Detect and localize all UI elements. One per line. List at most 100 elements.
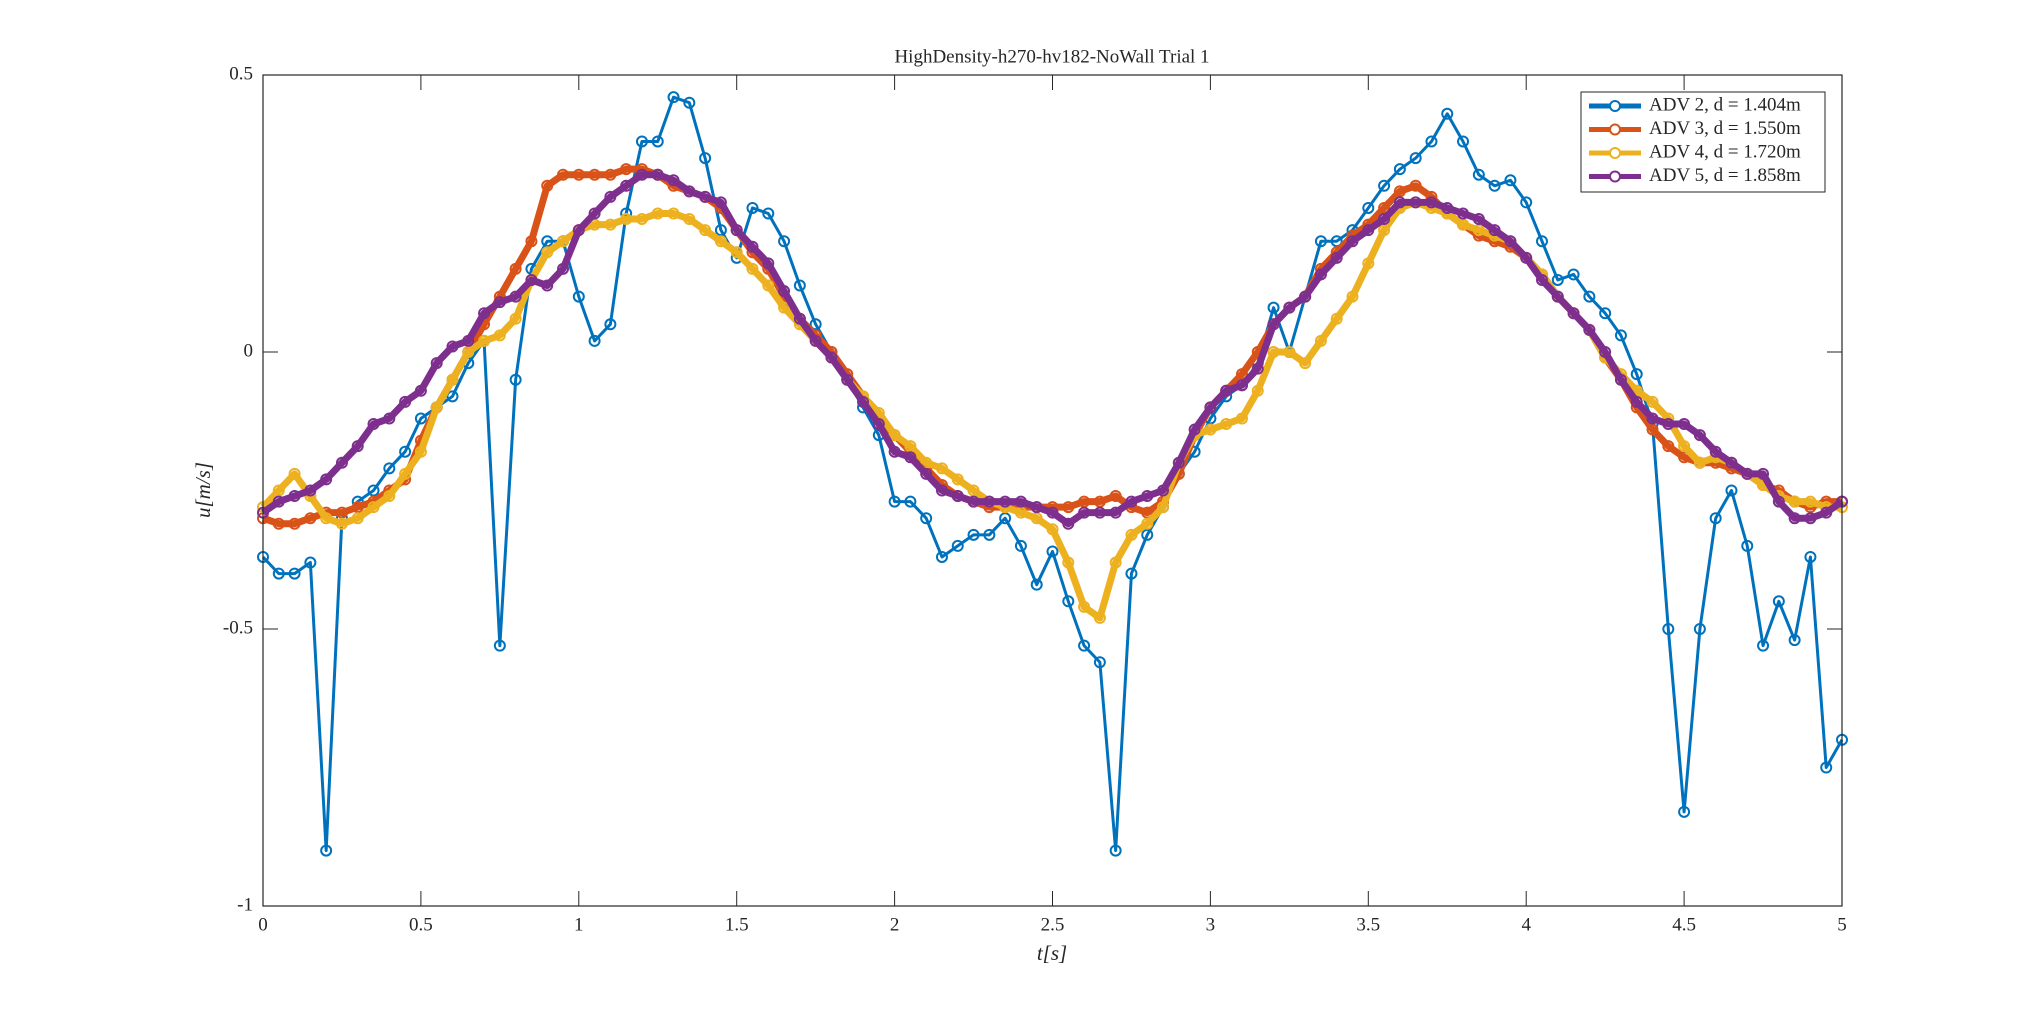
marker [793, 279, 806, 292]
marker [1046, 523, 1059, 536]
marker [462, 334, 475, 347]
marker [1409, 196, 1422, 209]
marker [1078, 495, 1091, 508]
marker [478, 307, 491, 320]
marker [1172, 456, 1185, 469]
marker [493, 639, 506, 652]
marker [651, 207, 664, 220]
marker [651, 135, 664, 148]
marker [1220, 418, 1233, 431]
marker [1014, 539, 1027, 552]
marker [1125, 495, 1138, 508]
marker [935, 462, 948, 475]
marker [288, 467, 301, 480]
marker [1425, 196, 1438, 209]
marker [1457, 135, 1470, 148]
marker [304, 484, 317, 497]
marker [1299, 290, 1312, 303]
marker [683, 96, 696, 109]
marker [1646, 412, 1659, 425]
marker [1362, 257, 1375, 270]
marker [1757, 467, 1770, 480]
marker [572, 168, 585, 181]
marker [399, 467, 412, 480]
marker [888, 445, 901, 458]
marker [651, 168, 664, 181]
marker [541, 279, 554, 292]
marker [288, 517, 301, 530]
marker [320, 512, 333, 525]
marker [1299, 357, 1312, 370]
x-tick-label: 2 [890, 914, 900, 935]
marker [1078, 600, 1091, 613]
marker [1014, 495, 1027, 508]
marker [1157, 501, 1170, 514]
marker [1788, 634, 1801, 647]
marker [635, 135, 648, 148]
marker [588, 168, 601, 181]
marker [1567, 307, 1580, 320]
marker [1251, 362, 1264, 375]
marker [1251, 384, 1264, 397]
marker [1330, 235, 1343, 248]
marker [446, 340, 459, 353]
marker [1393, 185, 1406, 198]
marker [1725, 456, 1738, 469]
marker [793, 312, 806, 325]
marker [557, 262, 570, 275]
marker [1630, 368, 1643, 381]
marker [1188, 423, 1201, 436]
marker [1267, 318, 1280, 331]
marker [493, 296, 506, 309]
marker [1409, 179, 1422, 192]
marker [1788, 495, 1801, 508]
marker [414, 445, 427, 458]
marker [1772, 595, 1785, 608]
marker [525, 273, 538, 286]
marker [1378, 201, 1391, 214]
marker [1378, 213, 1391, 226]
marker [683, 213, 696, 226]
marker [383, 462, 396, 475]
marker [1378, 224, 1391, 237]
marker [967, 495, 980, 508]
marker [1030, 501, 1043, 514]
marker [1457, 218, 1470, 231]
marker [904, 451, 917, 464]
marker [1062, 556, 1075, 569]
marker [272, 495, 285, 508]
marker [1520, 251, 1533, 264]
marker [1378, 179, 1391, 192]
legend-marker [1609, 170, 1621, 183]
marker [1678, 451, 1691, 464]
x-tick-label: 0.5 [409, 914, 433, 935]
marker [509, 312, 522, 325]
marker [1235, 379, 1248, 392]
series [257, 168, 1848, 530]
marker [1772, 495, 1785, 508]
marker [1804, 512, 1817, 525]
marker [541, 235, 554, 248]
marker [1788, 512, 1801, 525]
marker [809, 334, 822, 347]
marker [493, 329, 506, 342]
marker [983, 528, 996, 541]
marker [714, 224, 727, 237]
marker [904, 495, 917, 508]
marker [1046, 506, 1059, 519]
marker [1583, 290, 1596, 303]
marker [414, 384, 427, 397]
marker [1157, 484, 1170, 497]
marker [1346, 290, 1359, 303]
marker [288, 567, 301, 580]
marker [588, 334, 601, 347]
marker [1662, 440, 1675, 453]
marker [1678, 418, 1691, 431]
marker [383, 412, 396, 425]
marker [1551, 273, 1564, 286]
x-tick-label: 3 [1206, 914, 1216, 935]
marker [351, 440, 364, 453]
marker [1662, 418, 1675, 431]
marker [1725, 484, 1738, 497]
marker [951, 539, 964, 552]
